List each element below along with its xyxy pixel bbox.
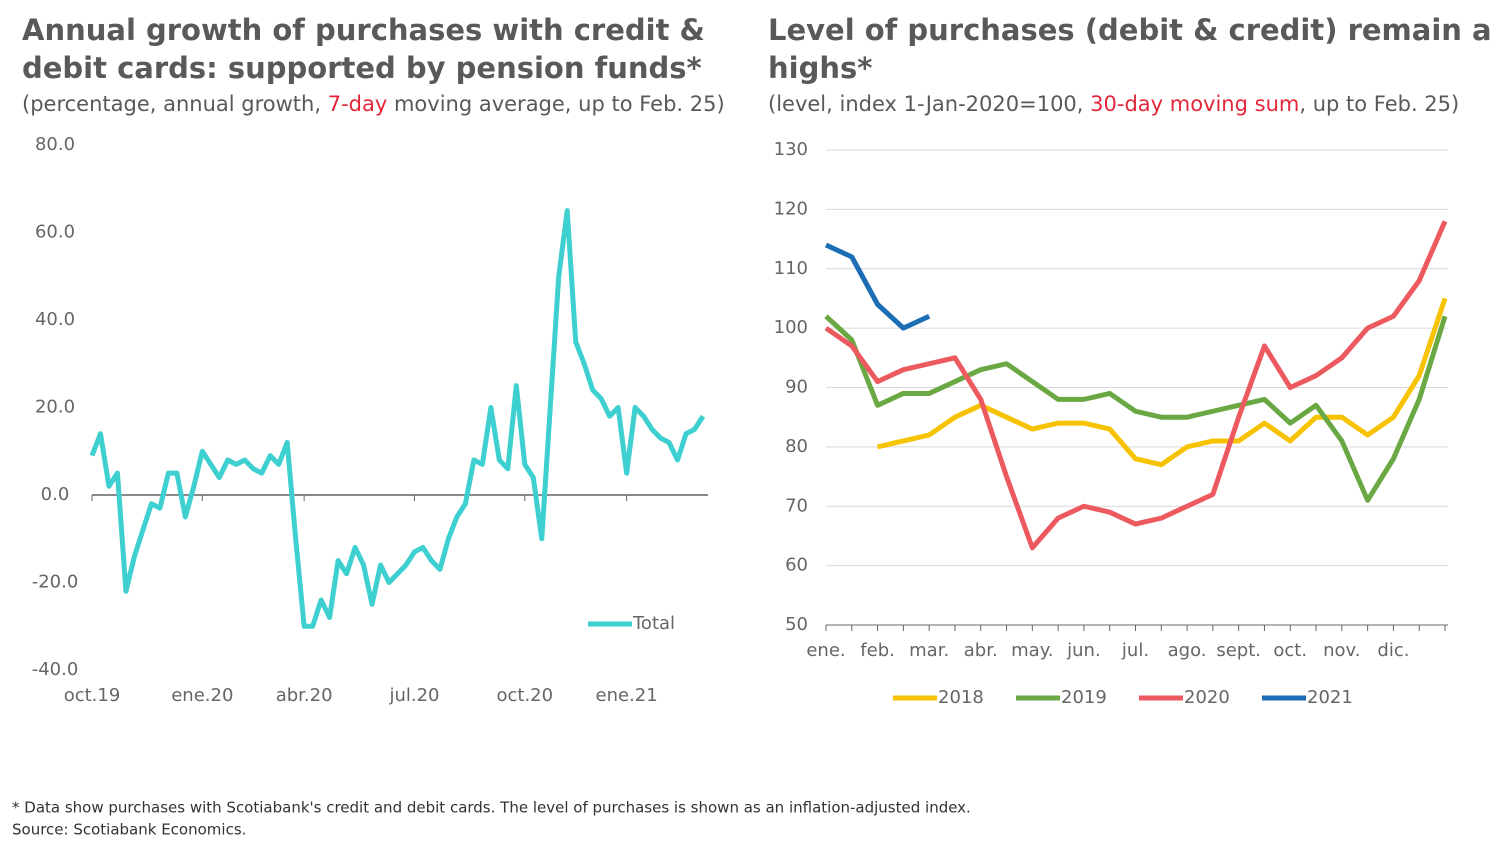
- y-tick-label: 40.0: [35, 309, 75, 330]
- x-tick-label: dic.: [1377, 640, 1409, 661]
- legend-label: 2019: [1061, 687, 1107, 708]
- x-tick-label: oct.: [1273, 640, 1307, 661]
- x-tick-label: ene.: [806, 640, 845, 661]
- x-tick-label: jul.20: [388, 685, 439, 706]
- data-line: [824, 242, 931, 331]
- x-tick-label: oct.19: [64, 685, 121, 706]
- x-tick-label: sept.: [1216, 640, 1261, 661]
- subtitle-part: 30-day moving sum: [1090, 92, 1299, 116]
- legend-label: Total: [632, 613, 675, 634]
- legend-label: 2021: [1307, 687, 1353, 708]
- subtitle: (percentage, annual growth, 7-day moving…: [22, 92, 725, 116]
- x-tick-label: abr.: [964, 640, 998, 661]
- y-tick-label: 90: [785, 377, 808, 398]
- chart-title: Annual growth of purchases with credit &: [22, 13, 705, 47]
- x-tick-label: jun.: [1066, 640, 1101, 661]
- y-tick-label: -20.0: [32, 572, 79, 593]
- legend-label: 2018: [938, 687, 984, 708]
- x-tick-label: ene.21: [596, 685, 658, 706]
- x-tick-label: ago.: [1168, 640, 1207, 661]
- y-tick-label: 0.0: [41, 484, 70, 505]
- y-tick-label: 60: [785, 555, 808, 576]
- y-tick-label: 110: [774, 258, 808, 279]
- x-tick-label: ene.20: [171, 685, 233, 706]
- subtitle: (level, index 1-Jan-2020=100, 30-day mov…: [768, 92, 1459, 116]
- y-tick-label: 130: [774, 139, 808, 160]
- subtitle-part: moving average, up to Feb. 25): [387, 92, 724, 116]
- y-tick-label: 100: [774, 317, 808, 338]
- chart-title: highs*: [768, 51, 872, 85]
- y-tick-label: 120: [774, 198, 808, 219]
- x-tick-label: oct.20: [496, 685, 553, 706]
- data-line: [824, 220, 1448, 551]
- subtitle-part: (percentage, annual growth,: [22, 92, 328, 116]
- footnote: * Data show purchases with Scotiabank's …: [12, 799, 971, 817]
- y-tick-label: 50: [785, 614, 808, 635]
- y-tick-label: 80.0: [35, 134, 75, 155]
- data-line: [824, 314, 1448, 503]
- data-line: [877, 297, 1448, 468]
- subtitle-part: (level, index 1-Jan-2020=100,: [768, 92, 1090, 116]
- x-tick-label: mar.: [909, 640, 949, 661]
- y-tick-label: 60.0: [35, 222, 75, 243]
- source: Source: Scotiabank Economics.: [12, 821, 246, 839]
- x-tick-label: jul.: [1121, 640, 1149, 661]
- x-tick-label: feb.: [860, 640, 895, 661]
- data-line: [89, 208, 706, 629]
- y-tick-label: 70: [785, 495, 808, 516]
- subtitle-part: , up to Feb. 25): [1299, 92, 1459, 116]
- subtitle-part: 7-day: [328, 92, 388, 116]
- x-tick-label: abr.20: [276, 685, 333, 706]
- chart-title: debit cards: supported by pension funds*: [22, 51, 702, 85]
- x-tick-label: nov.: [1323, 640, 1360, 661]
- legend-label: 2020: [1184, 687, 1230, 708]
- chart-title: Level of purchases (debit & credit) rema…: [768, 13, 1492, 47]
- y-tick-label: -40.0: [32, 659, 79, 680]
- y-tick-label: 80: [785, 436, 808, 457]
- x-tick-label: may.: [1011, 640, 1053, 661]
- y-tick-label: 20.0: [35, 397, 75, 418]
